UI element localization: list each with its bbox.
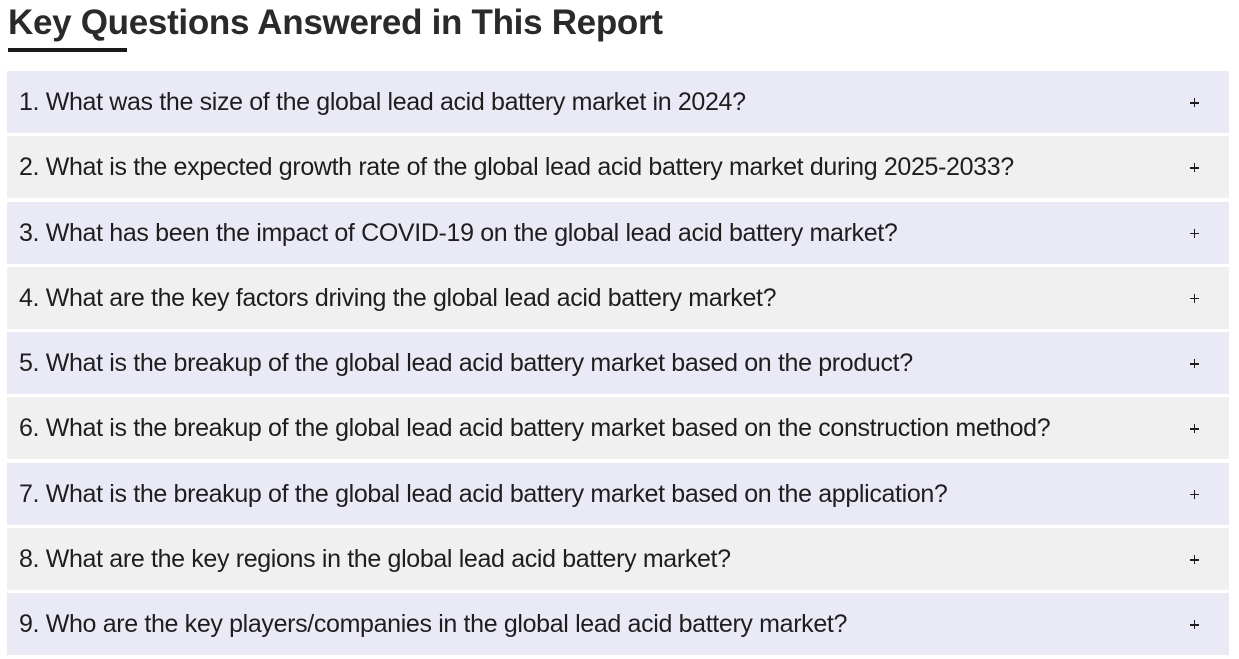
faq-item-8[interactable]: 8. What are the key regions in the globa… [7, 528, 1229, 591]
faq-item-2[interactable]: 2. What is the expected growth rate of t… [7, 136, 1229, 199]
faq-question: 4. What are the key factors driving the … [19, 283, 777, 312]
plus-icon[interactable] [1190, 163, 1199, 173]
plus-icon[interactable] [1190, 489, 1199, 499]
faq-item-7[interactable]: 7. What is the breakup of the global lea… [7, 462, 1229, 525]
plus-icon[interactable] [1190, 620, 1199, 630]
faq-item-6[interactable]: 6. What is the breakup of the global lea… [7, 397, 1229, 460]
faq-item-1[interactable]: 1. What was the size of the global lead … [7, 71, 1229, 133]
faq-item-3[interactable]: 3. What has been the impact of COVID-19 … [7, 201, 1229, 264]
faq-accordion: 1. What was the size of the global lead … [7, 71, 1229, 659]
plus-icon[interactable] [1190, 228, 1199, 238]
faq-question: 7. What is the breakup of the global lea… [19, 479, 948, 508]
faq-question: 1. What was the size of the global lead … [19, 88, 746, 116]
faq-question: 3. What has been the impact of COVID-19 … [19, 218, 898, 247]
faq-question: 6. What is the breakup of the global lea… [19, 414, 1051, 443]
faq-question: 2. What is the expected growth rate of t… [19, 153, 1014, 182]
faq-question: 8. What are the key regions in the globa… [19, 545, 731, 574]
heading-underline [8, 48, 127, 52]
faq-question: 5. What is the breakup of the global lea… [19, 349, 913, 378]
section-heading: Key Questions Answered in This Report [8, 3, 663, 42]
faq-question: 9. Who are the key players/companies in … [19, 610, 848, 639]
faq-item-5[interactable]: 5. What is the breakup of the global lea… [7, 332, 1229, 395]
plus-icon[interactable] [1190, 98, 1199, 107]
plus-icon[interactable] [1190, 359, 1199, 369]
faq-item-4[interactable]: 4. What are the key factors driving the … [7, 266, 1229, 329]
plus-icon[interactable] [1190, 555, 1199, 565]
faq-item-9[interactable]: 9. Who are the key players/companies in … [7, 593, 1229, 656]
plus-icon[interactable] [1190, 293, 1199, 303]
plus-icon[interactable] [1190, 424, 1199, 434]
